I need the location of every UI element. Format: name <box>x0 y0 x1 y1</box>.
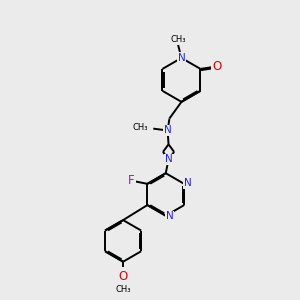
Text: N: N <box>165 154 173 164</box>
Text: F: F <box>128 174 135 187</box>
Text: CH₃: CH₃ <box>133 123 148 132</box>
Text: O: O <box>212 60 221 73</box>
Text: O: O <box>118 269 128 283</box>
Text: N: N <box>166 212 173 221</box>
Text: N: N <box>178 53 185 63</box>
Text: N: N <box>184 178 192 188</box>
Text: N: N <box>164 125 172 136</box>
Text: CH₃: CH₃ <box>116 285 131 294</box>
Text: CH₃: CH₃ <box>170 35 186 44</box>
